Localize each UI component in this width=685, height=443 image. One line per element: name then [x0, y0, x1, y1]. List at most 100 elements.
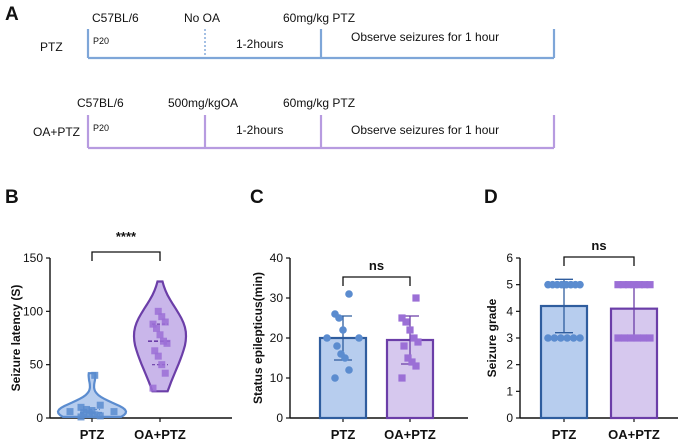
data-point	[88, 407, 96, 415]
data-point	[620, 334, 628, 342]
data-point	[402, 318, 410, 326]
significance-bracket	[342, 276, 411, 286]
data-point	[96, 401, 104, 409]
x-tick-label: PTZ	[552, 427, 577, 442]
data-point	[154, 352, 162, 360]
chart-seizure-latency: 0 50 100 150 PTZ OA+PTZ Seizure latency (S) ***…	[9, 229, 232, 442]
timeline-oa-wait: 1-2hours	[236, 123, 283, 137]
data-point	[151, 347, 159, 355]
data-point	[400, 342, 408, 350]
data-point	[633, 334, 641, 342]
timeline-ptz-group: PTZ	[40, 40, 63, 54]
y-tick-label: 2	[506, 358, 513, 372]
timeline-ptz-age: P20	[93, 36, 109, 46]
data-point	[576, 334, 584, 342]
data-point	[345, 290, 353, 298]
data-point	[149, 384, 157, 392]
timeline-oa-treatment: 500mg/kgOA	[168, 96, 238, 110]
y-tick-label: 6	[506, 251, 513, 265]
timeline-ptz-treatment: No OA	[184, 11, 220, 25]
data-point	[550, 334, 559, 342]
data-point	[337, 350, 345, 358]
y-tick-label: 100	[23, 304, 43, 318]
data-point	[156, 331, 164, 339]
y-axis-label: Seizure latency (S)	[9, 285, 23, 392]
data-point	[331, 310, 339, 318]
data-point	[630, 281, 638, 289]
y-tick-label: 0	[276, 411, 283, 425]
data-point	[410, 334, 418, 342]
data-point	[646, 334, 654, 342]
data-point	[160, 337, 167, 345]
data-point	[77, 403, 85, 411]
x-tick-label: OA+PTZ	[608, 427, 660, 442]
x-tick-label: PTZ	[331, 427, 356, 442]
significance-label: ns	[369, 258, 384, 273]
timeline-ptz-dose: 60mg/kg PTZ	[283, 11, 355, 25]
y-tick-label: 30	[270, 291, 284, 305]
data-point	[153, 324, 160, 332]
data-point	[398, 314, 406, 322]
y-tick-label: 0	[506, 411, 513, 425]
chart-status-epilepticus: 0 10 20 30 40 PTZ OA+PTZ Status epilepticus(min…	[251, 251, 468, 442]
data-point	[576, 280, 584, 289]
data-point	[557, 334, 565, 342]
panel-label-c: C	[250, 187, 264, 208]
data-point	[412, 362, 420, 370]
chart-seizure-grade: 0 1 2 3 4 5 6 PTZ OA+PTZ Seizure grade ns	[485, 238, 678, 442]
y-tick-label: 20	[270, 331, 284, 345]
data-point	[406, 326, 414, 334]
data-point	[619, 281, 627, 289]
data-point	[345, 366, 353, 374]
timeline-oa-group: OA+PTZ	[33, 125, 80, 139]
x-tick-label: OA+PTZ	[384, 427, 436, 442]
violin-ptz	[56, 372, 128, 418]
y-tick-label: 5	[506, 278, 513, 292]
data-point	[408, 358, 416, 366]
data-point	[355, 334, 363, 342]
y-tick-label: 4	[506, 304, 513, 318]
data-point	[544, 334, 552, 342]
data-point	[339, 326, 347, 334]
data-point	[158, 361, 166, 369]
data-point	[154, 307, 162, 315]
data-point	[614, 281, 622, 289]
data-point	[110, 408, 118, 416]
data-point	[412, 294, 420, 302]
y-tick-label: 40	[270, 251, 284, 265]
timeline-oa-ptz: OA+PTZ C57BL/6 500mg/kgOA 60mg/kg PTZ P2…	[33, 96, 556, 150]
data-point	[563, 334, 571, 342]
y-tick-label: 10	[270, 371, 284, 385]
data-point	[625, 281, 633, 289]
panel-label-d: D	[484, 187, 498, 208]
data-point	[640, 334, 648, 342]
timeline-oa-dose: 60mg/kg PTZ	[283, 96, 355, 110]
timeline-oa-strain: C57BL/6	[77, 96, 124, 110]
timeline-oa-age: P20	[93, 123, 109, 133]
significance-bracket	[563, 256, 635, 266]
data-point	[66, 408, 74, 416]
x-tick-label: OA+PTZ	[134, 427, 186, 442]
data-point	[333, 342, 341, 350]
y-axis-label: Seizure grade	[485, 298, 499, 377]
data-point	[627, 334, 635, 342]
y-tick-label: 50	[30, 358, 44, 372]
data-point	[614, 334, 622, 342]
data-point	[646, 281, 654, 289]
data-point	[635, 281, 643, 289]
y-axis-label: Status epilepticus(min)	[251, 272, 265, 404]
data-point	[331, 374, 339, 382]
data-point	[569, 334, 578, 342]
data-point	[404, 354, 412, 362]
data-point	[77, 413, 85, 421]
timeline-ptz-strain: C57BL/6	[92, 11, 139, 25]
significance-label: ****	[116, 229, 137, 244]
y-tick-label: 0	[36, 411, 43, 425]
data-point	[641, 281, 649, 289]
data-point	[149, 320, 157, 328]
data-point	[83, 405, 90, 413]
y-tick-label: 150	[23, 251, 43, 265]
data-point	[414, 338, 422, 346]
data-point	[398, 374, 406, 382]
timeline-ptz-wait: 1-2hours	[236, 37, 283, 51]
